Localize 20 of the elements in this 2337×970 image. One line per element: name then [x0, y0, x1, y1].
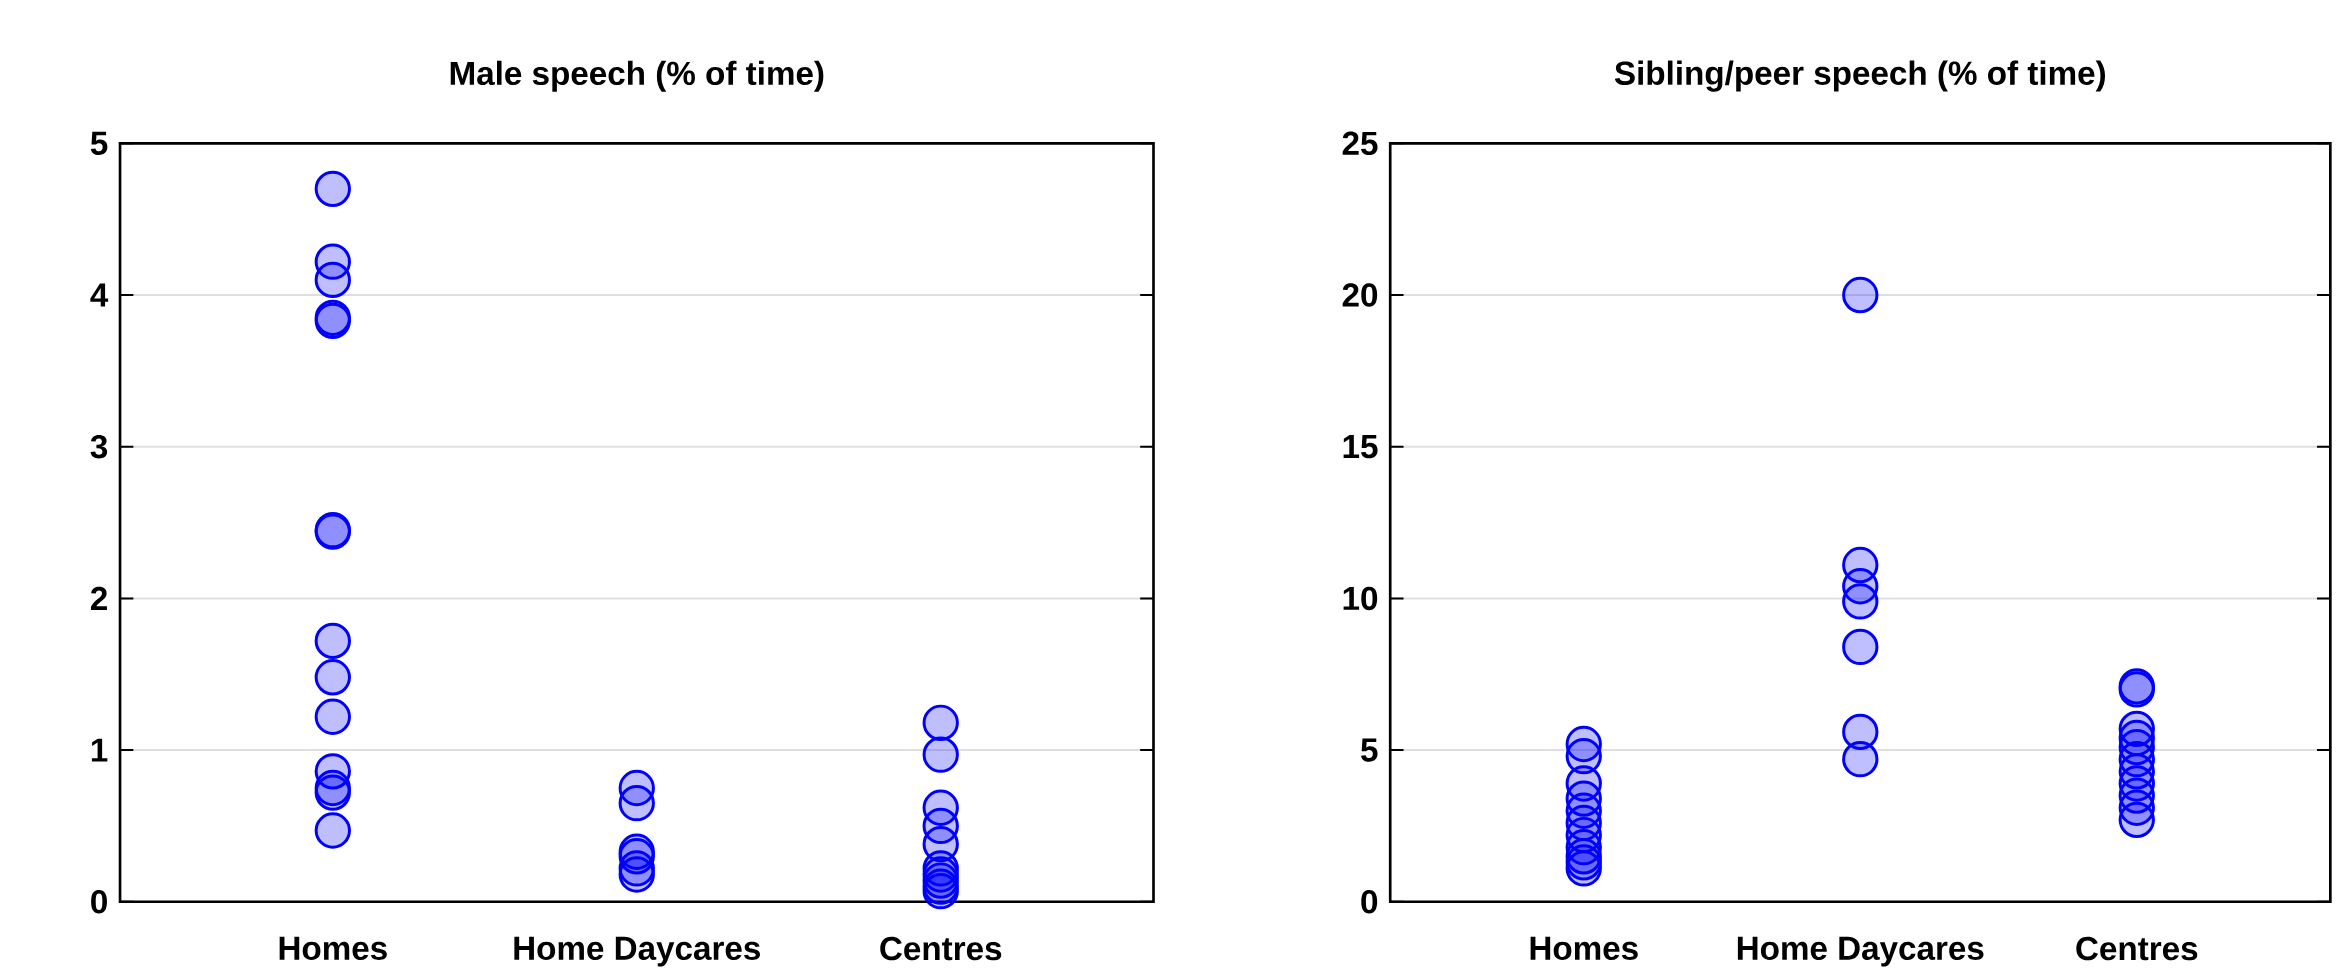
x-tick-label: Home Daycares — [1737, 936, 1984, 967]
y-tick-label: 0 — [91, 889, 107, 914]
y-tick-label: 3 — [90, 434, 108, 459]
y-tick-label: 10 — [1343, 586, 1378, 611]
y-tick-label: 0 — [1361, 889, 1378, 914]
x-tick-label: Home Daycares — [514, 936, 760, 967]
chart-title: Male speech (% of time) — [450, 60, 824, 92]
y-tick-label: 5 — [90, 131, 108, 155]
x-tick-label: Centres — [880, 936, 1002, 961]
x-tick-label: Homes — [1530, 936, 1638, 960]
y-tick-label: 1 — [91, 738, 108, 762]
y-tick-label: 2 — [90, 586, 107, 610]
y-tick-label: 15 — [1343, 435, 1378, 459]
y-tick-label: 25 — [1342, 131, 1378, 156]
y-tick-label: 4 — [90, 283, 109, 307]
x-tick-label: Centres — [2076, 936, 2198, 961]
y-tick-label: 20 — [1342, 283, 1378, 307]
y-tick-label: 5 — [1361, 738, 1378, 762]
x-tick-label: Homes — [279, 936, 387, 960]
chart-title: Sibling/peer speech (% of time) — [1614, 60, 2106, 92]
